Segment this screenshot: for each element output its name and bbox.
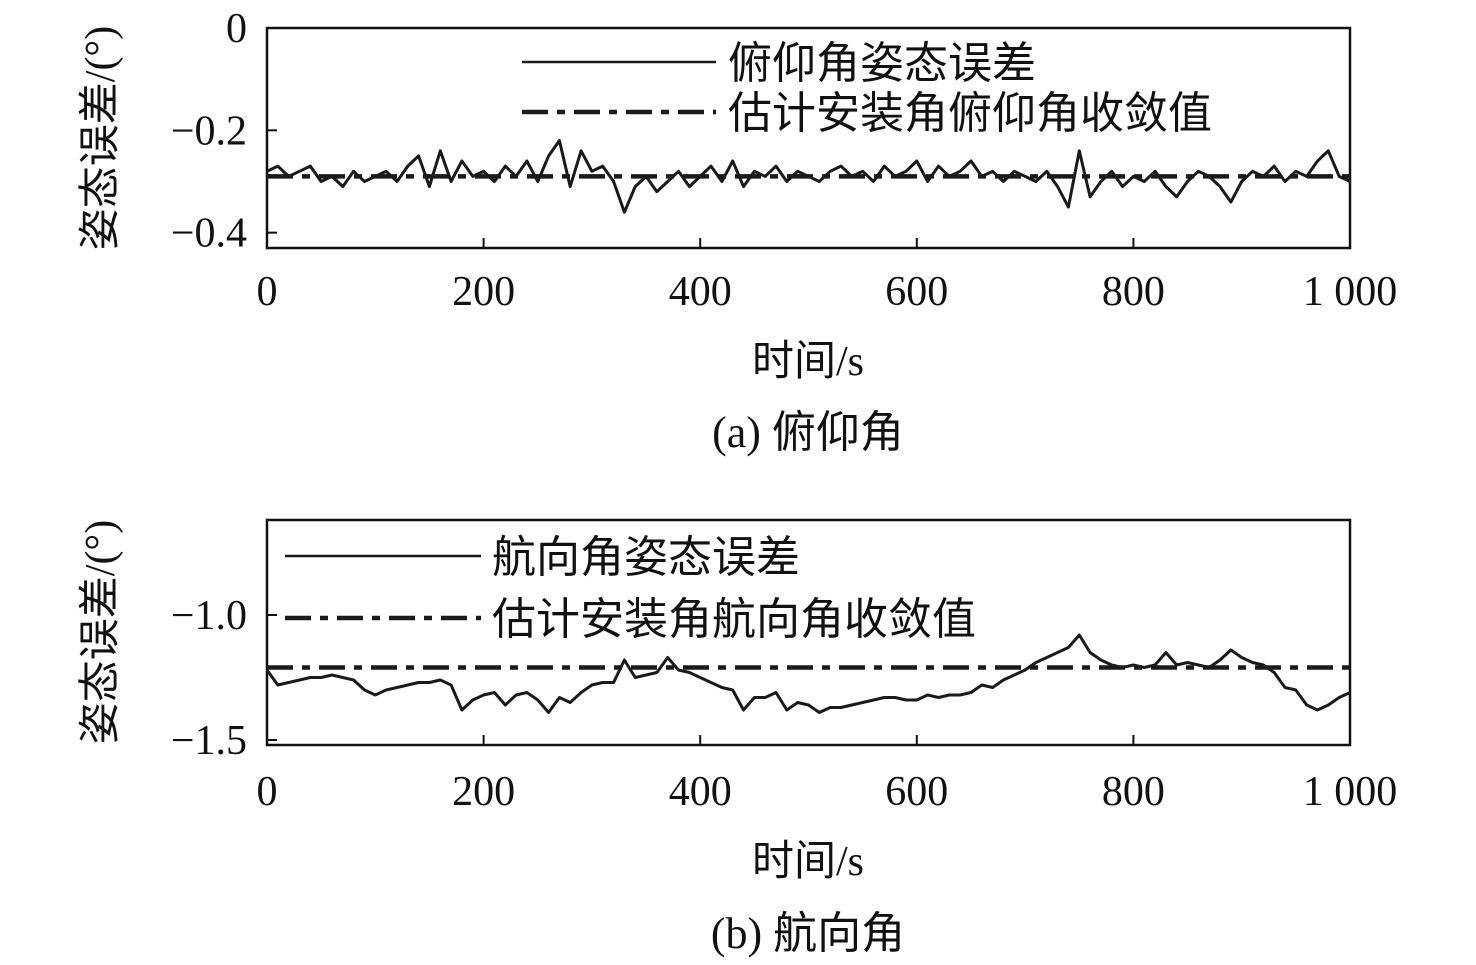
x-tick-label: 800 — [1102, 769, 1165, 815]
plot-frame — [265, 518, 1352, 747]
x-tick-label: 200 — [452, 769, 515, 815]
x-axis-label: 时间/s — [752, 339, 864, 385]
y-axis-label: 姿态误差/(°) — [78, 26, 124, 250]
y-axis-label: 姿态误差/(°) — [78, 520, 124, 744]
x-axis-label: 时间/s — [752, 839, 864, 885]
legend-label: 估计安装角航向角收敛值 — [492, 595, 976, 644]
y-tick-label: −1.0 — [171, 593, 247, 639]
y-tick-label: −0.2 — [171, 108, 247, 154]
x-tick-label: 800 — [1102, 269, 1165, 315]
panel-pitch: 0 200 400 600 800 1 000 0 −0.2 −0.4 时间/s 姿态误差/(°) (… — [78, 6, 1397, 457]
x-tick-label: 600 — [885, 769, 948, 815]
panel-caption: (b) 航向角 — [711, 909, 905, 958]
x-tick-label: 1 000 — [1303, 269, 1398, 315]
plot-frame — [265, 26, 1352, 250]
x-tick-label: 0 — [257, 269, 278, 315]
panel-caption: (a) 俯仰角 — [712, 408, 904, 457]
legend-label: 航向角姿态误差 — [492, 533, 800, 582]
x-tick-label: 200 — [452, 269, 515, 315]
panel-heading: 0 200 400 600 800 1 000 −1.0 −1.5 时间/s 姿态误差/(°) (b… — [78, 518, 1398, 958]
x-tick-label: 400 — [669, 269, 732, 315]
legend-label: 估计安装角俯仰角收敛值 — [728, 89, 1212, 138]
x-tick-label: 400 — [669, 769, 732, 815]
x-tick-label: 1 000 — [1303, 769, 1398, 815]
x-tick-label: 0 — [257, 769, 278, 815]
legend-label: 俯仰角姿态误差 — [728, 39, 1036, 88]
y-tick-label: 0 — [226, 6, 247, 52]
series-error-line — [266, 139, 1351, 214]
series-error-line — [265, 633, 1351, 714]
y-tick-label: −1.5 — [171, 718, 247, 764]
y-tick-label: −0.4 — [171, 211, 247, 257]
x-tick-label: 600 — [885, 269, 948, 315]
